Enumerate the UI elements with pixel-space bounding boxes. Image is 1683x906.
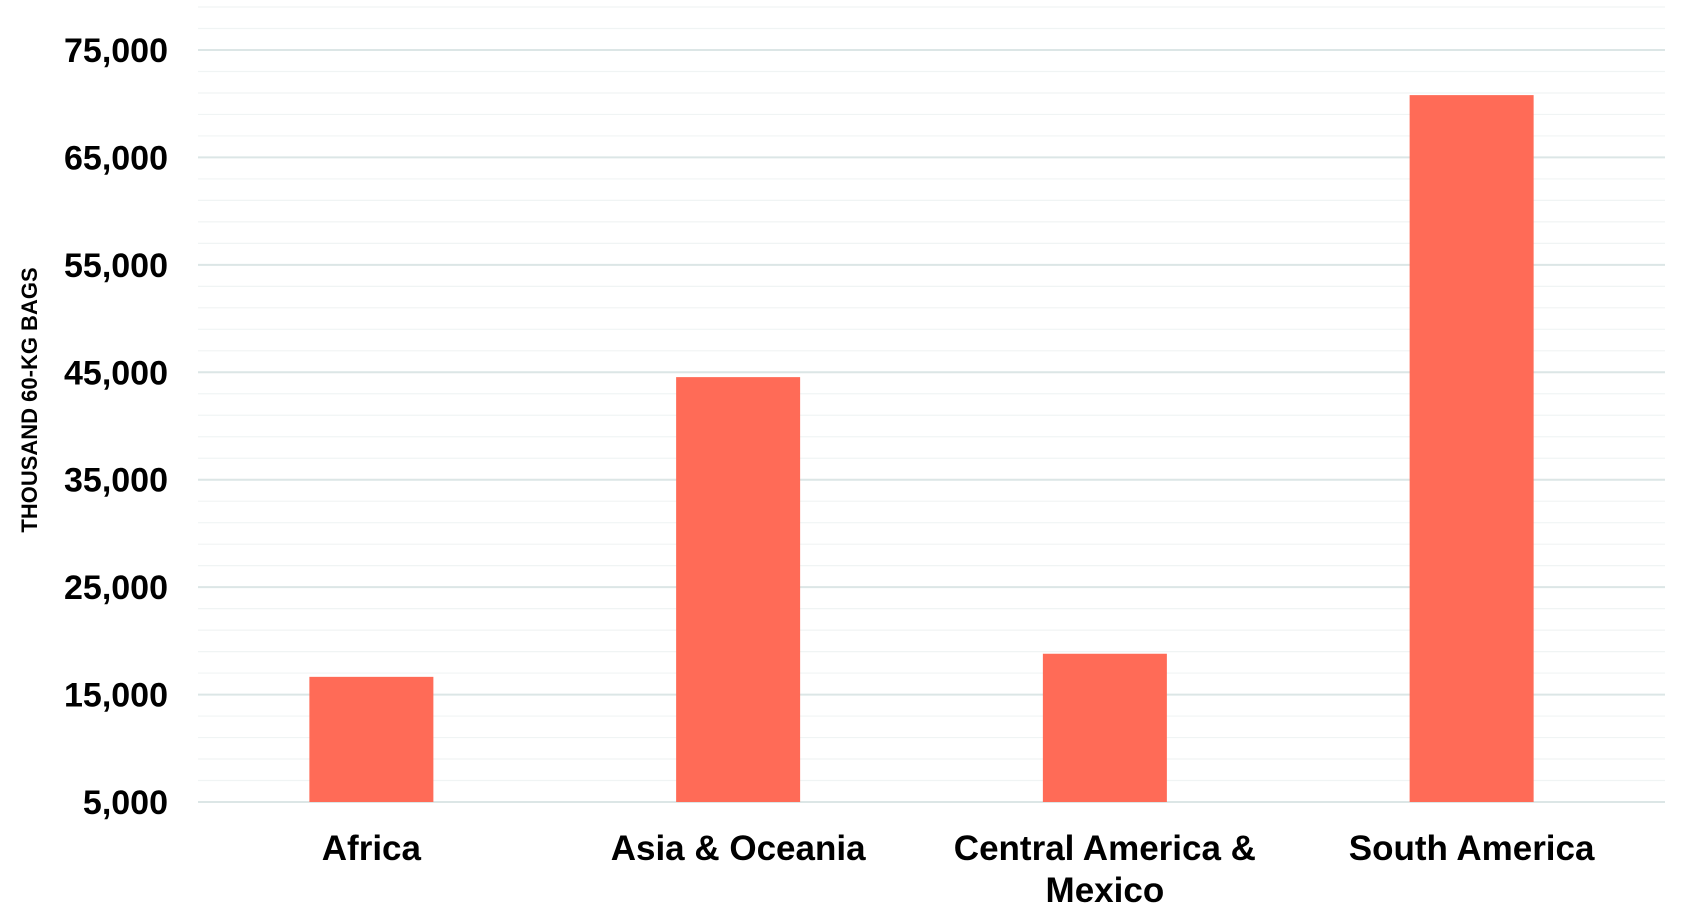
x-tick-label: South America — [1349, 829, 1595, 868]
bars — [309, 95, 1534, 803]
y-tick-label: 35,000 — [64, 462, 168, 500]
y-axis-title: THOUSAND 60-KG BAGS — [17, 267, 42, 532]
x-tick-label: Africa — [322, 829, 422, 868]
x-tick-label: Central America & Mexico — [954, 829, 1256, 906]
x-axis-labels: Africa Asia & Oceania Central America & Mex… — [322, 829, 1595, 906]
y-axis-ticks: 5,000 15,000 25,000 35,000 45,000 55,000 65,00… — [64, 32, 168, 822]
bar — [1409, 95, 1534, 803]
x-tick-label: Asia & Oceania — [611, 829, 866, 868]
y-tick-label: 55,000 — [64, 247, 168, 285]
y-tick-label: 45,000 — [64, 354, 168, 392]
y-tick-label: 65,000 — [64, 139, 168, 177]
y-tick-label: 15,000 — [64, 677, 168, 715]
y-tick-label: 25,000 — [64, 569, 168, 607]
bar — [1042, 653, 1167, 802]
y-tick-label: 5,000 — [83, 784, 168, 822]
bar — [676, 377, 801, 802]
bar — [309, 676, 434, 802]
y-tick-label: 75,000 — [64, 32, 168, 70]
